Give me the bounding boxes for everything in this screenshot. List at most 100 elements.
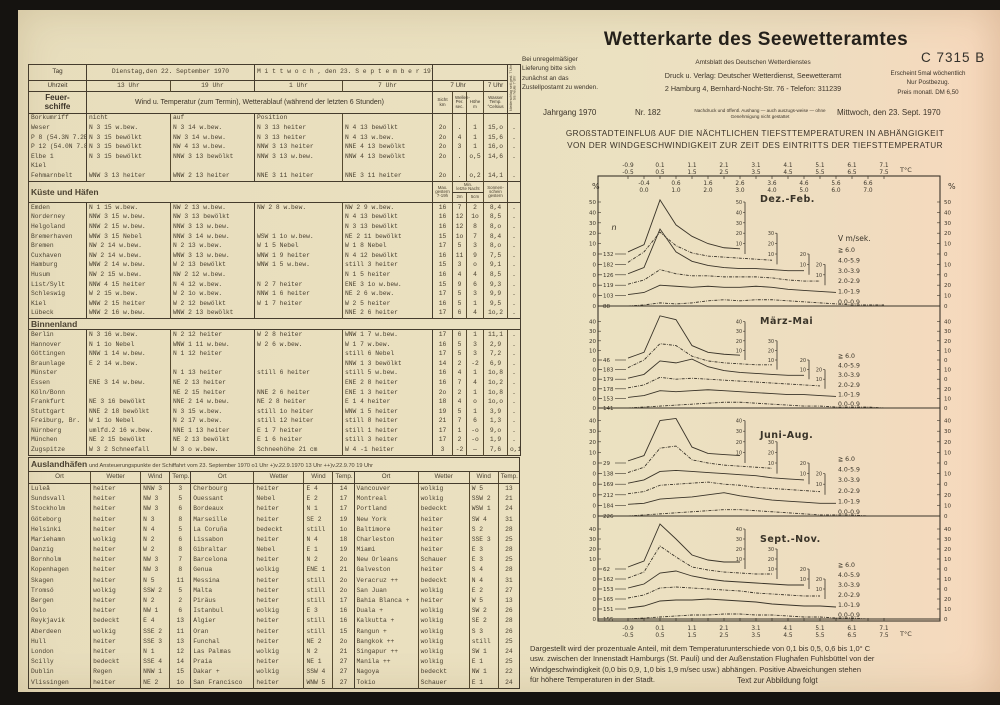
cell: 2o <box>432 133 453 143</box>
cell: E 3 <box>468 555 499 566</box>
cell: still <box>303 596 333 607</box>
cell <box>170 161 255 172</box>
station-name: Fehmarnbelt <box>31 172 73 180</box>
cell: 17 <box>432 426 453 436</box>
mini-axis-label: 20 <box>800 358 806 364</box>
cell: heiter <box>90 545 141 556</box>
legend-label: 1.0-1.9 <box>838 391 860 398</box>
cell: 4 <box>452 270 467 281</box>
curve-4.0-5.9 <box>627 545 772 579</box>
n-value: 153 <box>603 587 614 593</box>
cell: WNW 2 13 bewölkt <box>170 308 255 319</box>
cell: 6 <box>169 606 191 617</box>
cell: NNW 3 13 w.bew. <box>170 222 255 233</box>
cell: NW 3 <box>140 555 170 566</box>
cell <box>483 161 508 172</box>
ports-column-header: Wind <box>468 471 499 484</box>
cell: NW 3 14 w.bew. <box>170 133 255 143</box>
x-tick-top: 3.5 <box>751 170 761 176</box>
cell: 3 <box>169 483 191 495</box>
mini-axis-label: 20 <box>816 472 822 478</box>
cell: heiter <box>253 616 304 627</box>
curve-≧ 6.0 <box>627 315 741 359</box>
cell: Regen <box>90 667 141 678</box>
port-name: Gibraltar <box>190 545 254 556</box>
cell: 4 <box>452 133 467 143</box>
n-value: 103 <box>603 294 614 300</box>
y-tick-left: 50 <box>589 200 596 206</box>
cell: NNE 1 13 heiter <box>170 426 255 436</box>
port-name: Manila ++ <box>353 657 419 668</box>
mini-axis-label: 30 <box>736 221 742 227</box>
header-tag: Tag <box>28 64 87 81</box>
cell: heiter <box>90 483 141 495</box>
y-tick-right: 20 <box>944 283 951 289</box>
curve-0.0-0.9 <box>627 613 884 620</box>
cell: 2o <box>332 575 355 586</box>
cell: E 3 <box>303 606 333 617</box>
y-tick-right: 30 <box>944 221 951 227</box>
cell: 12 <box>452 212 467 223</box>
cell: 1 <box>466 123 484 134</box>
cell: 6 <box>466 280 484 290</box>
table-row: Hull heiter SSE 3 13 Funchal heiter NE 2 2o Bang… <box>29 636 520 647</box>
mini-axis-label: 10 <box>768 252 774 258</box>
y-tick-left: 30 <box>589 537 596 543</box>
cell: E 2 <box>303 494 333 505</box>
cell: W 2 12 bewölkt <box>170 299 255 309</box>
table-row: Berlin N 3 16 w.bew. N 2 12 heiter W 2 8 he… <box>29 329 521 341</box>
cell: wolkig <box>90 585 141 597</box>
cell: ENE 2 8 heiter <box>341 378 433 389</box>
x-tick-bottom: 5.1 <box>815 626 825 632</box>
mini-axis-label: 10 <box>816 482 822 488</box>
x-tick-top: 0.1 <box>655 163 665 169</box>
cell: 8 <box>169 545 191 556</box>
n-value: 29 <box>603 461 610 467</box>
cell: 2o <box>332 585 355 597</box>
cell: NW 2 14 w.bew. <box>86 251 171 261</box>
n-value: 141 <box>603 406 614 412</box>
station-name: Helgoland <box>31 223 66 231</box>
y-tick-right: 40 <box>944 210 951 216</box>
cell: W 1 1o Nebel <box>86 416 171 427</box>
mini-axis-label: 20 <box>800 461 806 467</box>
mini-axis-label: 10 <box>736 450 742 456</box>
cell: E 1 4 heiter <box>341 397 433 408</box>
issue-date: Mittwoch, den 23. Sept. 1970 <box>837 108 941 117</box>
port-name: New Orleans <box>353 555 419 566</box>
y-tick-right: 20 <box>944 339 951 345</box>
table-row: Hamburg WNW 2 14 w.bew. W 2 13 bewölkt WNW … <box>29 260 521 271</box>
cell <box>341 113 433 124</box>
cell: NNW 1 <box>140 667 170 678</box>
cell: 2,9 <box>483 340 508 350</box>
n-value: 178 <box>603 387 614 393</box>
cell: 14 <box>432 359 453 369</box>
cell: wolkig <box>417 483 470 495</box>
cell: 24 <box>497 677 520 689</box>
cell: -o <box>466 436 484 446</box>
mini-axis-label: 30 <box>768 440 774 446</box>
cell: N 1 13 heiter <box>170 368 255 379</box>
cell: wolkig <box>417 647 470 658</box>
station-name: Hamburg <box>31 261 58 269</box>
mini-axis-label: 40 <box>736 320 742 326</box>
cell: NE 2 13 bewölkt <box>170 436 255 446</box>
cell <box>483 113 508 124</box>
col-min-2m: 2m <box>452 192 467 204</box>
x-tick-bottom: 1.1 <box>687 626 697 632</box>
cell: 15,o <box>483 123 508 134</box>
cell <box>86 388 171 398</box>
cell: still <box>303 524 333 535</box>
table-row: Hannover N 1 1o Nebel WNW 1 11 w.bew. W 2 6… <box>29 340 521 350</box>
cell: wolkig <box>417 657 470 668</box>
cell: NNW 4 15 heiter <box>86 280 171 290</box>
cell: 1o,2 <box>483 378 508 389</box>
cell: wolkig <box>417 636 470 647</box>
cell: still 5 w.bew. <box>341 368 433 379</box>
y-tick-left: 30 <box>589 429 596 435</box>
cell: W 1 5 Nebel <box>254 241 343 252</box>
station-name: Zugspitze <box>31 446 66 454</box>
table-row: Emden N 1 15 w.bew. NW 2 13 w.bew. NW 2 8 w… <box>29 202 521 213</box>
port-name: Bornholm <box>31 556 62 564</box>
col-min-5cm: 5cm <box>466 192 484 204</box>
